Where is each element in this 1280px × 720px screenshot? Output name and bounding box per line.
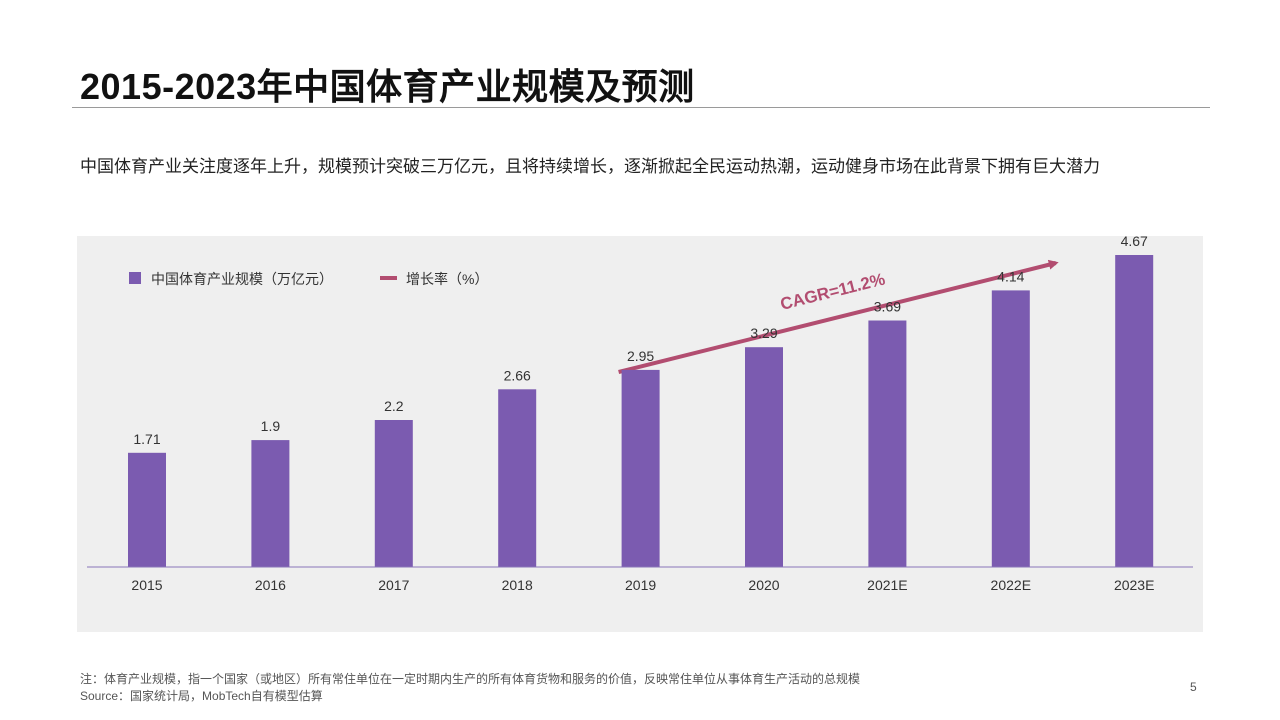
x-tick-2020: 2020 xyxy=(748,577,779,593)
bar-2016 xyxy=(251,440,290,567)
title-divider xyxy=(72,107,1210,108)
footnote-source: Source：国家统计局，MobTech自有模型估算 xyxy=(80,689,323,703)
value-label-2019: 2.95 xyxy=(627,348,654,364)
bar-2017 xyxy=(374,420,413,567)
bar-2021E xyxy=(868,320,907,567)
bar-2015 xyxy=(128,452,166,567)
x-tick-labels-layer: 2015 2016 2017 2018 2019 2020 2021E 2022E 2023E xyxy=(131,577,1154,593)
value-label-2023E: 4.67 xyxy=(1121,236,1148,249)
x-tick-2021E: 2021E xyxy=(867,577,907,593)
legend-label-bar: 中国体育产业规模（万亿元） xyxy=(151,271,333,287)
x-tick-2017: 2017 xyxy=(378,577,409,593)
bars-layer xyxy=(128,255,1154,567)
bar-2020 xyxy=(745,347,783,567)
value-label-2016: 1.9 xyxy=(261,418,281,434)
value-label-2020: 3.29 xyxy=(750,325,777,341)
legend-swatch-bar xyxy=(129,272,141,284)
footnote: 注：体育产业规模，指一个国家（或地区）所有常住单位在一定时期内生产的所有体育货物… xyxy=(80,671,860,705)
value-labels-layer: 1.71 1.9 2.2 2.66 2.95 3.29 3.69 4.14 4.67 xyxy=(133,236,1148,447)
footnote-note: 注：体育产业规模，指一个国家（或地区）所有常住单位在一定时期内生产的所有体育货物… xyxy=(80,672,861,686)
value-label-2017: 2.2 xyxy=(384,398,404,414)
x-tick-2019: 2019 xyxy=(625,577,656,593)
page-title: 2015-2023年中国体育产业规模及预测 xyxy=(80,66,695,107)
page-number: 5 xyxy=(1190,680,1197,694)
value-label-2018: 2.66 xyxy=(504,367,531,383)
value-label-2015: 1.71 xyxy=(133,431,160,447)
chart-panel: 中国体育产业规模（万亿元） 增长率（%） CAGR=11.2% 1.71 1.9 2… xyxy=(77,236,1203,632)
page-subtitle: 中国体育产业关注度逐年上升，规模预计突破三万亿元，且将持续增长，逐渐掀起全民运动… xyxy=(80,157,1100,176)
x-tick-2016: 2016 xyxy=(255,577,286,593)
bar-2018 xyxy=(498,389,537,567)
x-tick-2023E: 2023E xyxy=(1114,577,1154,593)
x-tick-2018: 2018 xyxy=(502,577,533,593)
bar-2019 xyxy=(621,369,660,567)
value-label-2021E: 3.69 xyxy=(874,299,901,315)
x-tick-2015: 2015 xyxy=(131,577,162,593)
cagr-arrow xyxy=(618,259,1059,374)
x-tick-2022E: 2022E xyxy=(991,577,1031,593)
bar-2023E xyxy=(1115,255,1154,567)
bar-chart: 中国体育产业规模（万亿元） 增长率（%） CAGR=11.2% 1.711.92… xyxy=(87,236,1193,593)
value-label-2022E: 4.14 xyxy=(997,268,1024,284)
legend-label-line: 增长率（%） xyxy=(406,271,488,287)
bar-2022E xyxy=(991,290,1030,567)
